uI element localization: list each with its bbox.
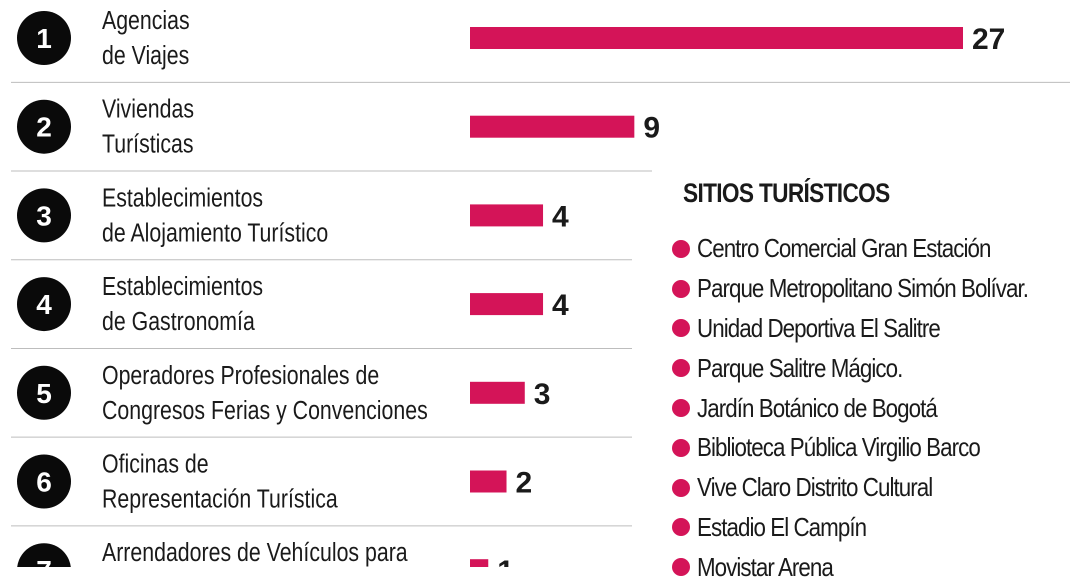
category-label: Agencias bbox=[102, 6, 190, 36]
bullet-dot-icon bbox=[672, 279, 690, 298]
tourist-site-item: Centro Comercial Gran Estación bbox=[672, 229, 1077, 269]
rank-number: 4 bbox=[36, 289, 52, 320]
bullet-dot-icon bbox=[672, 359, 690, 378]
value-label: 2 bbox=[516, 467, 533, 500]
category-label: Operadores Profesionales de bbox=[102, 361, 379, 391]
rank-badge bbox=[17, 454, 71, 509]
bar bbox=[470, 115, 635, 138]
rank-number: 5 bbox=[36, 378, 52, 409]
rank-number: 2 bbox=[36, 112, 52, 143]
tourist-sites-title: SITIOS TURÍSTICOS bbox=[683, 178, 890, 208]
category-label: Oficinas de bbox=[102, 450, 209, 480]
value-label: 27 bbox=[972, 23, 1005, 56]
bullet-dot-icon bbox=[672, 239, 690, 258]
bar bbox=[470, 27, 963, 49]
category-label: de Viajes bbox=[102, 41, 189, 71]
bullet-dot-icon bbox=[672, 558, 690, 577]
tourist-site-item: Jardín Botánico de Bogotá bbox=[672, 388, 1077, 428]
value-label: 9 bbox=[643, 112, 660, 145]
bullet-dot-icon bbox=[672, 478, 690, 497]
value-label: 4 bbox=[552, 289, 569, 322]
tourist-site-name: Vive Claro Distrito Cultural bbox=[697, 472, 933, 503]
rank-badge bbox=[17, 11, 71, 65]
rank-badge bbox=[17, 543, 71, 567]
category-label: de Alojamiento Turístico bbox=[102, 218, 328, 248]
category-label: Establecimientos bbox=[102, 272, 263, 302]
tourist-site-item: Estadio El Campín bbox=[672, 508, 1077, 548]
tourist-site-item: Unidad Deportiva El Salitre bbox=[672, 309, 1077, 349]
tourist-site-item: Vive Claro Distrito Cultural bbox=[672, 468, 1077, 508]
bullet-dot-icon bbox=[672, 319, 690, 338]
rank-number: 3 bbox=[36, 200, 52, 231]
tourist-site-name: Movistar Arena bbox=[697, 551, 834, 582]
value-label: 1 bbox=[497, 555, 514, 567]
bar bbox=[470, 470, 507, 493]
tourist-site-item: Parque Metropolitano Simón Bolívar. bbox=[672, 269, 1077, 309]
tourist-sites-panel: SITIOS TURÍSTICOS Centro Comercial Gran … bbox=[672, 178, 1077, 587]
category-label: Establecimientos bbox=[102, 183, 263, 213]
tourist-site-name: Jardín Botánico de Bogotá bbox=[697, 392, 938, 423]
tourist-site-item: Movistar Arena bbox=[672, 547, 1077, 587]
bar bbox=[470, 204, 544, 227]
rank-number: 1 bbox=[36, 23, 52, 54]
category-label: Representación Turística bbox=[102, 485, 338, 515]
tourist-site-name: Unidad Deportiva El Salitre bbox=[697, 312, 941, 343]
category-label: de Gastronomía bbox=[102, 307, 256, 337]
rank-badge bbox=[17, 365, 71, 420]
category-label: Viviendas bbox=[102, 95, 194, 125]
category-label: Congresos Ferias y Convenciones bbox=[102, 396, 428, 426]
rank-number: 6 bbox=[36, 467, 52, 498]
tourist-site-item: Parque Salitre Mágico. bbox=[672, 348, 1077, 388]
rank-badge bbox=[17, 188, 71, 243]
category-label: Arrendadores de Vehículos para bbox=[102, 538, 408, 567]
bullet-dot-icon bbox=[672, 438, 690, 457]
tourist-site-item: Biblioteca Pública Virgilio Barco bbox=[672, 428, 1077, 468]
bar bbox=[470, 381, 525, 404]
bar bbox=[470, 293, 544, 316]
bar bbox=[470, 559, 489, 567]
tourist-sites-list: Centro Comercial Gran Estación Parque Met… bbox=[672, 229, 1077, 587]
tourist-site-name: Estadio El Campín bbox=[697, 511, 867, 542]
value-label: 3 bbox=[534, 378, 551, 411]
tourist-site-name: Parque Salitre Mágico. bbox=[697, 352, 903, 383]
rank-badge bbox=[17, 277, 71, 332]
rank-number: 7 bbox=[36, 555, 52, 567]
bullet-dot-icon bbox=[672, 399, 690, 418]
rank-badge bbox=[17, 99, 71, 154]
category-label: Turísticas bbox=[102, 130, 194, 160]
value-label: 4 bbox=[552, 200, 569, 233]
tourist-site-name: Parque Metropolitano Simón Bolívar. bbox=[697, 273, 1029, 304]
tourist-site-name: Centro Comercial Gran Estación bbox=[697, 233, 991, 264]
tourist-site-name: Biblioteca Pública Virgilio Barco bbox=[697, 432, 981, 463]
bullet-dot-icon bbox=[672, 518, 690, 537]
